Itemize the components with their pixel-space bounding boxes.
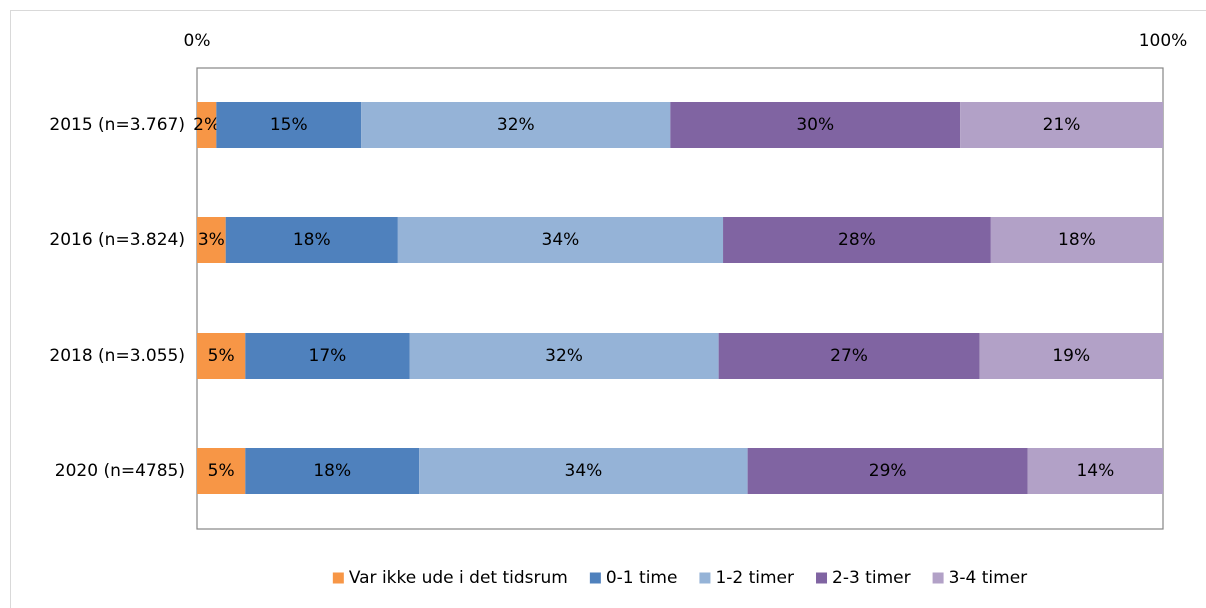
data-label: 29% (869, 461, 907, 481)
data-label: 34% (542, 230, 580, 250)
data-label: 34% (565, 461, 603, 481)
legend-label: Var ikke ude i det tidsrum (349, 568, 568, 588)
data-label: 5% (208, 461, 235, 481)
data-label: 19% (1052, 346, 1090, 366)
bar-segment (747, 448, 1028, 494)
legend-label: 3-4 timer (949, 568, 1028, 588)
data-label: 5% (208, 346, 235, 366)
data-label: 27% (830, 346, 868, 366)
data-label: 14% (1076, 461, 1114, 481)
data-label: 15% (270, 115, 308, 135)
data-label: 17% (309, 346, 347, 366)
data-label: 2% (193, 115, 220, 135)
bar-segment (197, 102, 217, 148)
data-label: 18% (313, 461, 351, 481)
data-label: 30% (796, 115, 834, 135)
bar-segment (197, 448, 246, 494)
bar-segment (225, 217, 398, 263)
data-label: 32% (497, 115, 535, 135)
bar-segment (960, 102, 1163, 148)
bar-segment (197, 333, 246, 379)
bar-segment (397, 217, 724, 263)
bar-segment (1027, 448, 1163, 494)
bar-segment (990, 217, 1163, 263)
legend-swatch (589, 572, 601, 584)
legend-swatch (332, 572, 344, 584)
bar-segment (361, 102, 671, 148)
legend-label: 2-3 timer (832, 568, 911, 588)
chart-frame (10, 10, 1206, 608)
bar-segment (197, 217, 226, 263)
legend-label: 0-1 time (606, 568, 678, 588)
category-label: 2020 (n=4785) (55, 461, 185, 481)
data-label: 32% (545, 346, 583, 366)
category-label: 2016 (n=3.824) (49, 230, 185, 250)
legend-swatch (816, 572, 828, 584)
data-label: 18% (293, 230, 331, 250)
bar-segment (409, 333, 719, 379)
legend-swatch (699, 572, 711, 584)
data-label: 3% (198, 230, 225, 250)
bar-segment (245, 333, 410, 379)
bar-segment (419, 448, 748, 494)
bar-segment (245, 448, 420, 494)
data-label: 28% (838, 230, 876, 250)
category-label: 2015 (n=3.767) (49, 115, 185, 135)
legend-label: 1-2 timer (715, 568, 794, 588)
bar-segment (670, 102, 961, 148)
x-tick-label: 100% (1139, 31, 1188, 51)
bar-segment (723, 217, 991, 263)
bar-segment (979, 333, 1163, 379)
plot-area (196, 67, 1164, 530)
data-label: 21% (1043, 115, 1081, 135)
category-label: 2018 (n=3.055) (49, 346, 185, 366)
data-label: 18% (1058, 230, 1096, 250)
bar-segment (718, 333, 980, 379)
legend-swatch (932, 572, 944, 584)
bar-segment (216, 102, 362, 148)
x-tick-label: 0% (184, 31, 211, 51)
